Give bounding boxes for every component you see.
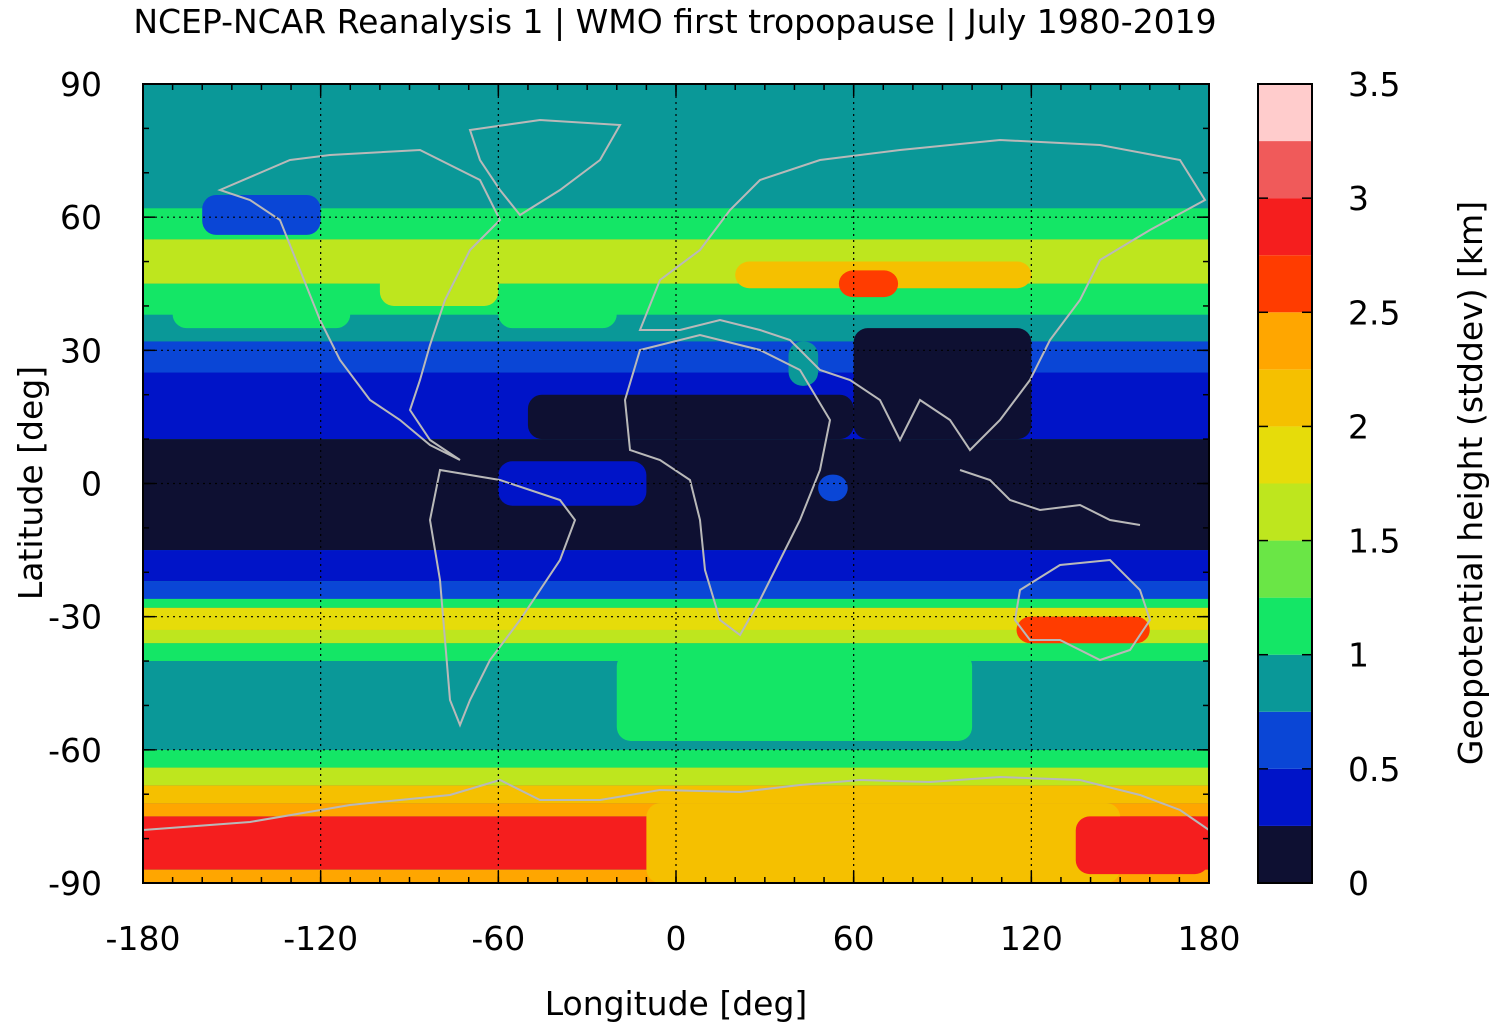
colorbar-tick-label: 2: [1348, 407, 1369, 446]
colorbar-segment: [1258, 597, 1312, 655]
coastline-south-america: [428, 468, 577, 728]
anomaly-region: [527, 394, 854, 440]
y-axis-label: Latitude [deg]: [11, 366, 50, 600]
colorbar-label: Geopotential height (stddev) [km]: [1451, 201, 1490, 765]
y-tick-labels: 90 60 30 0 -30 -60 -90: [48, 65, 102, 903]
x-tick-label: 180: [1178, 919, 1241, 958]
colorbar-tick-label: 2.5: [1348, 293, 1400, 332]
x-tick-label: 60: [833, 919, 875, 958]
x-tick-label: -60: [471, 919, 525, 958]
zonal-band: [143, 581, 1209, 599]
zonal-band: [143, 439, 1209, 551]
anomaly-region: [838, 270, 899, 298]
colorbar-segment: [1258, 711, 1312, 769]
zonal-band: [143, 767, 1209, 786]
colorbar-tick-label: 3.5: [1348, 65, 1400, 104]
anomaly-region: [498, 461, 647, 506]
coastline-greenland: [468, 118, 622, 217]
coastlines: [143, 118, 1209, 831]
colorbar-segment: [1258, 312, 1312, 370]
colorbar-tick-label: 3: [1348, 179, 1369, 218]
colorbar-segment: [1258, 141, 1312, 199]
x-tick-label: -180: [106, 919, 181, 958]
colorbar-segment: [1258, 255, 1312, 313]
x-tick-labels: -180 -120 -60 0 60 120 180: [106, 919, 1241, 958]
colorbar-segment: [1258, 84, 1312, 142]
y-tick-label: 60: [60, 198, 102, 237]
coastline-eurasia: [638, 138, 1207, 452]
anomaly-region: [646, 803, 1121, 883]
y-tick-label: -60: [48, 731, 102, 770]
colorbar-segment: [1258, 483, 1312, 541]
anomaly-region: [498, 283, 617, 329]
x-tick-label: -120: [283, 919, 358, 958]
coastline-australia: [1013, 558, 1152, 662]
y-tick-label: 30: [60, 331, 102, 370]
anomaly-region: [818, 474, 848, 502]
anomaly-region: [616, 652, 973, 741]
colorbar-segment: [1258, 426, 1312, 484]
colorbar: [1258, 83, 1312, 884]
x-tick-label: 0: [666, 919, 687, 958]
colorbar-tick-label: 0.5: [1348, 750, 1400, 789]
grid-lines: [143, 84, 1209, 883]
anomaly-region: [1075, 816, 1209, 875]
colorbar-tick-label: 1.5: [1348, 522, 1400, 561]
anomaly-region: [788, 341, 819, 386]
anomaly-region: [143, 661, 380, 750]
anomaly-region: [202, 194, 321, 235]
coastline-antarctica: [143, 775, 1209, 831]
plot-frame: [142, 83, 1210, 884]
anomaly-region: [1016, 616, 1150, 644]
y-tick-label: 90: [60, 65, 102, 104]
zonal-band: [143, 785, 1209, 804]
coastline-north-america: [217, 148, 502, 461]
x-tick-label: 120: [1000, 919, 1063, 958]
x-axis-label: Longitude [deg]: [545, 984, 808, 1023]
y-tick-label: -90: [48, 864, 102, 903]
y-tick-label: -30: [48, 598, 102, 637]
colorbar-segment: [1258, 654, 1312, 712]
coastline-africa: [623, 333, 832, 637]
colorbar-segment: [1258, 540, 1312, 598]
colorbar-segment: [1258, 369, 1312, 427]
colorbar-segment: [1258, 825, 1312, 883]
colorbar-frame: [1257, 83, 1313, 884]
coastline-indonesia: [959, 469, 1141, 526]
chart-title: NCEP-NCAR Reanalysis 1 | WMO first tropo…: [133, 2, 1217, 41]
zonal-band: [143, 598, 1209, 608]
anomaly-region: [172, 283, 351, 329]
colorbar-tick-label: 1: [1348, 636, 1369, 675]
colorbar-segment: [1258, 198, 1312, 256]
anomaly-region: [972, 661, 1209, 750]
colorbar-tick-labels: 0 0.5 1 1.5 2 2.5 3 3.5: [1348, 65, 1400, 903]
zonal-band: [143, 749, 1209, 768]
colorbar-tick-label: 0: [1348, 864, 1369, 903]
y-tick-label: 0: [81, 465, 102, 504]
anomaly-region: [379, 270, 499, 306]
colorbar-segment: [1258, 768, 1312, 826]
anomaly-region: [853, 328, 1032, 440]
